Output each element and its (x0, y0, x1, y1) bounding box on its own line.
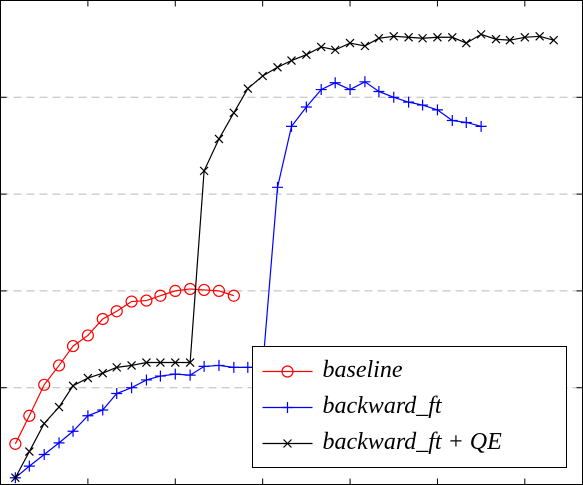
marker (360, 41, 370, 51)
marker (476, 29, 486, 39)
marker (433, 32, 442, 42)
marker (491, 34, 501, 44)
marker (52, 359, 66, 372)
marker (198, 283, 211, 297)
marker (359, 76, 371, 88)
marker (272, 181, 284, 193)
marker (127, 361, 137, 370)
marker (283, 439, 292, 448)
marker (82, 410, 94, 422)
marker (111, 388, 123, 400)
marker (155, 358, 165, 367)
marker (418, 33, 428, 43)
line (14, 33, 554, 479)
marker (38, 448, 50, 460)
legend-label: backward_ft (323, 393, 443, 419)
marker (460, 116, 472, 128)
legend: baseline backward_ft backward_ft + QE (252, 346, 567, 468)
marker (475, 120, 487, 132)
marker (281, 365, 294, 378)
marker (373, 85, 385, 97)
marker (212, 284, 226, 297)
marker (447, 32, 457, 42)
marker (431, 104, 443, 116)
line (14, 288, 235, 445)
marker (549, 35, 559, 45)
marker (404, 32, 414, 42)
marker (345, 38, 355, 48)
series (9, 282, 240, 450)
marker (110, 305, 123, 318)
marker (242, 361, 254, 373)
marker (282, 402, 293, 413)
marker (330, 45, 340, 55)
marker (273, 62, 282, 72)
marker (169, 284, 182, 297)
series (9, 76, 487, 484)
marker (287, 56, 296, 65)
marker (461, 38, 471, 48)
marker (300, 101, 312, 113)
marker (126, 382, 138, 394)
marker (535, 31, 545, 41)
marker (315, 84, 327, 96)
marker (24, 447, 34, 457)
legend-label: backward_ft + QE (323, 429, 503, 455)
marker (54, 402, 64, 412)
marker (184, 369, 196, 381)
marker (53, 437, 65, 449)
marker (229, 108, 239, 118)
series (10, 29, 559, 483)
marker (286, 120, 297, 132)
marker (213, 359, 225, 371)
marker (23, 409, 36, 422)
marker (301, 50, 311, 60)
marker (185, 358, 195, 367)
marker (199, 166, 209, 176)
marker (227, 289, 240, 302)
marker (258, 71, 268, 81)
marker (329, 77, 341, 89)
marker (39, 419, 49, 428)
marker (154, 289, 167, 302)
marker (67, 425, 79, 437)
marker (140, 374, 152, 386)
marker (83, 373, 93, 383)
marker (228, 361, 240, 373)
marker (38, 378, 51, 391)
marker (96, 312, 109, 326)
marker (154, 370, 166, 382)
marker (10, 473, 20, 483)
marker (403, 96, 415, 108)
marker (142, 358, 151, 367)
marker (169, 368, 181, 380)
marker (112, 362, 122, 372)
marker (140, 294, 153, 307)
marker (316, 42, 326, 52)
marker (520, 32, 530, 42)
marker (374, 33, 384, 43)
marker (23, 460, 35, 472)
marker (446, 115, 458, 127)
marker (505, 35, 515, 45)
marker (214, 134, 224, 144)
marker (198, 360, 210, 372)
marker (125, 295, 138, 308)
legend-label: baseline (323, 357, 403, 383)
marker (389, 31, 399, 41)
marker (68, 381, 78, 391)
marker (97, 404, 109, 416)
marker (98, 368, 108, 378)
marker (388, 91, 400, 103)
marker (170, 358, 180, 367)
marker (417, 99, 429, 111)
marker (9, 437, 22, 450)
marker (81, 329, 94, 342)
marker (243, 84, 253, 94)
marker (66, 339, 80, 353)
marker (344, 84, 356, 96)
